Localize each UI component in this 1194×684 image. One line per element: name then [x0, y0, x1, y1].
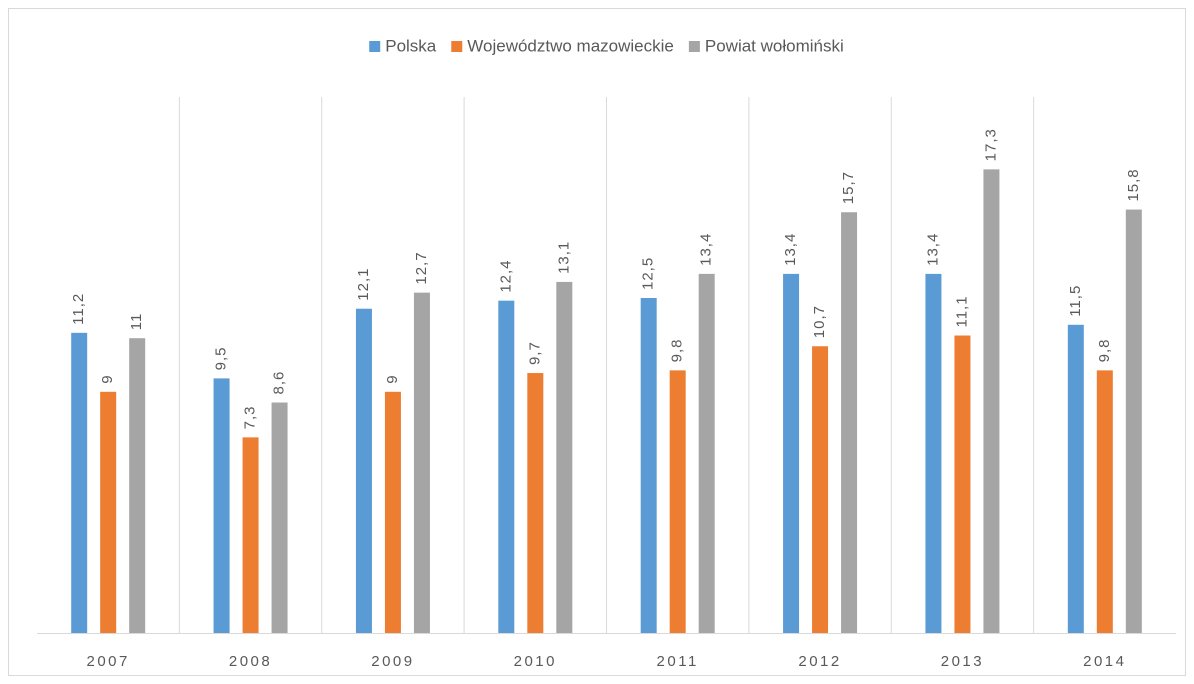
x-tick-label: 2009 [371, 653, 414, 670]
bar [669, 370, 686, 633]
chart-frame [8, 8, 1186, 676]
bar [384, 391, 401, 633]
data-label: 13,4 [924, 233, 941, 266]
bar [841, 212, 858, 634]
data-label: 11,1 [953, 295, 970, 327]
data-label: 12,1 [355, 268, 372, 301]
data-label: 12,5 [640, 257, 657, 290]
legend-label: Polska [385, 36, 437, 55]
x-tick-label: 2008 [229, 653, 272, 670]
x-tick-label: 2013 [941, 653, 984, 670]
data-label: 15,8 [1125, 168, 1142, 201]
data-label: 8,6 [271, 371, 288, 395]
data-label: 13,1 [555, 241, 572, 274]
bar [527, 373, 544, 633]
data-label: 13,4 [782, 233, 799, 266]
data-label: 9,5 [213, 347, 230, 371]
data-label: 9 [384, 374, 401, 383]
bar [556, 281, 573, 633]
bar [812, 346, 829, 633]
bar [355, 308, 372, 633]
data-label: 9,8 [669, 339, 686, 363]
data-label: 9,7 [526, 341, 543, 365]
bar [100, 391, 117, 633]
bar [640, 298, 657, 633]
data-label: 10,7 [811, 305, 828, 338]
bar [983, 169, 1000, 634]
bar [413, 292, 430, 633]
x-tick-label: 2011 [657, 653, 699, 670]
data-label: 17,3 [982, 128, 999, 161]
bar [783, 273, 800, 633]
data-label: 13,4 [698, 233, 715, 266]
data-label: 9 [99, 374, 116, 383]
bar [1096, 370, 1113, 633]
bar [925, 273, 942, 633]
bar [498, 300, 515, 633]
data-label: 9,8 [1096, 339, 1113, 363]
legend-swatch [688, 41, 700, 52]
legend-label: Województwo mazowieckie [467, 36, 674, 55]
bar [271, 402, 288, 633]
data-label: 11,2 [70, 293, 87, 325]
bar [129, 338, 146, 633]
legend-label: Powiat wołomiński [705, 36, 844, 55]
data-label: 11,5 [1067, 285, 1084, 317]
x-tick-label: 2014 [1083, 653, 1126, 670]
bar [954, 335, 971, 633]
data-label: 12,4 [497, 259, 514, 292]
bar [1125, 209, 1142, 633]
legend-swatch [451, 41, 463, 52]
x-tick-label: 2012 [798, 653, 841, 670]
bar [71, 332, 88, 633]
x-tick-label: 2010 [514, 653, 557, 670]
legend-swatch [369, 41, 381, 52]
data-label: 12,7 [413, 251, 430, 284]
bar [242, 437, 259, 633]
bar [1067, 324, 1084, 633]
data-label: 11 [128, 313, 145, 331]
x-tick-label: 2007 [87, 653, 130, 670]
bar [213, 378, 230, 633]
bar [698, 273, 715, 633]
data-label: 7,3 [242, 406, 259, 430]
data-label: 15,7 [840, 171, 857, 204]
